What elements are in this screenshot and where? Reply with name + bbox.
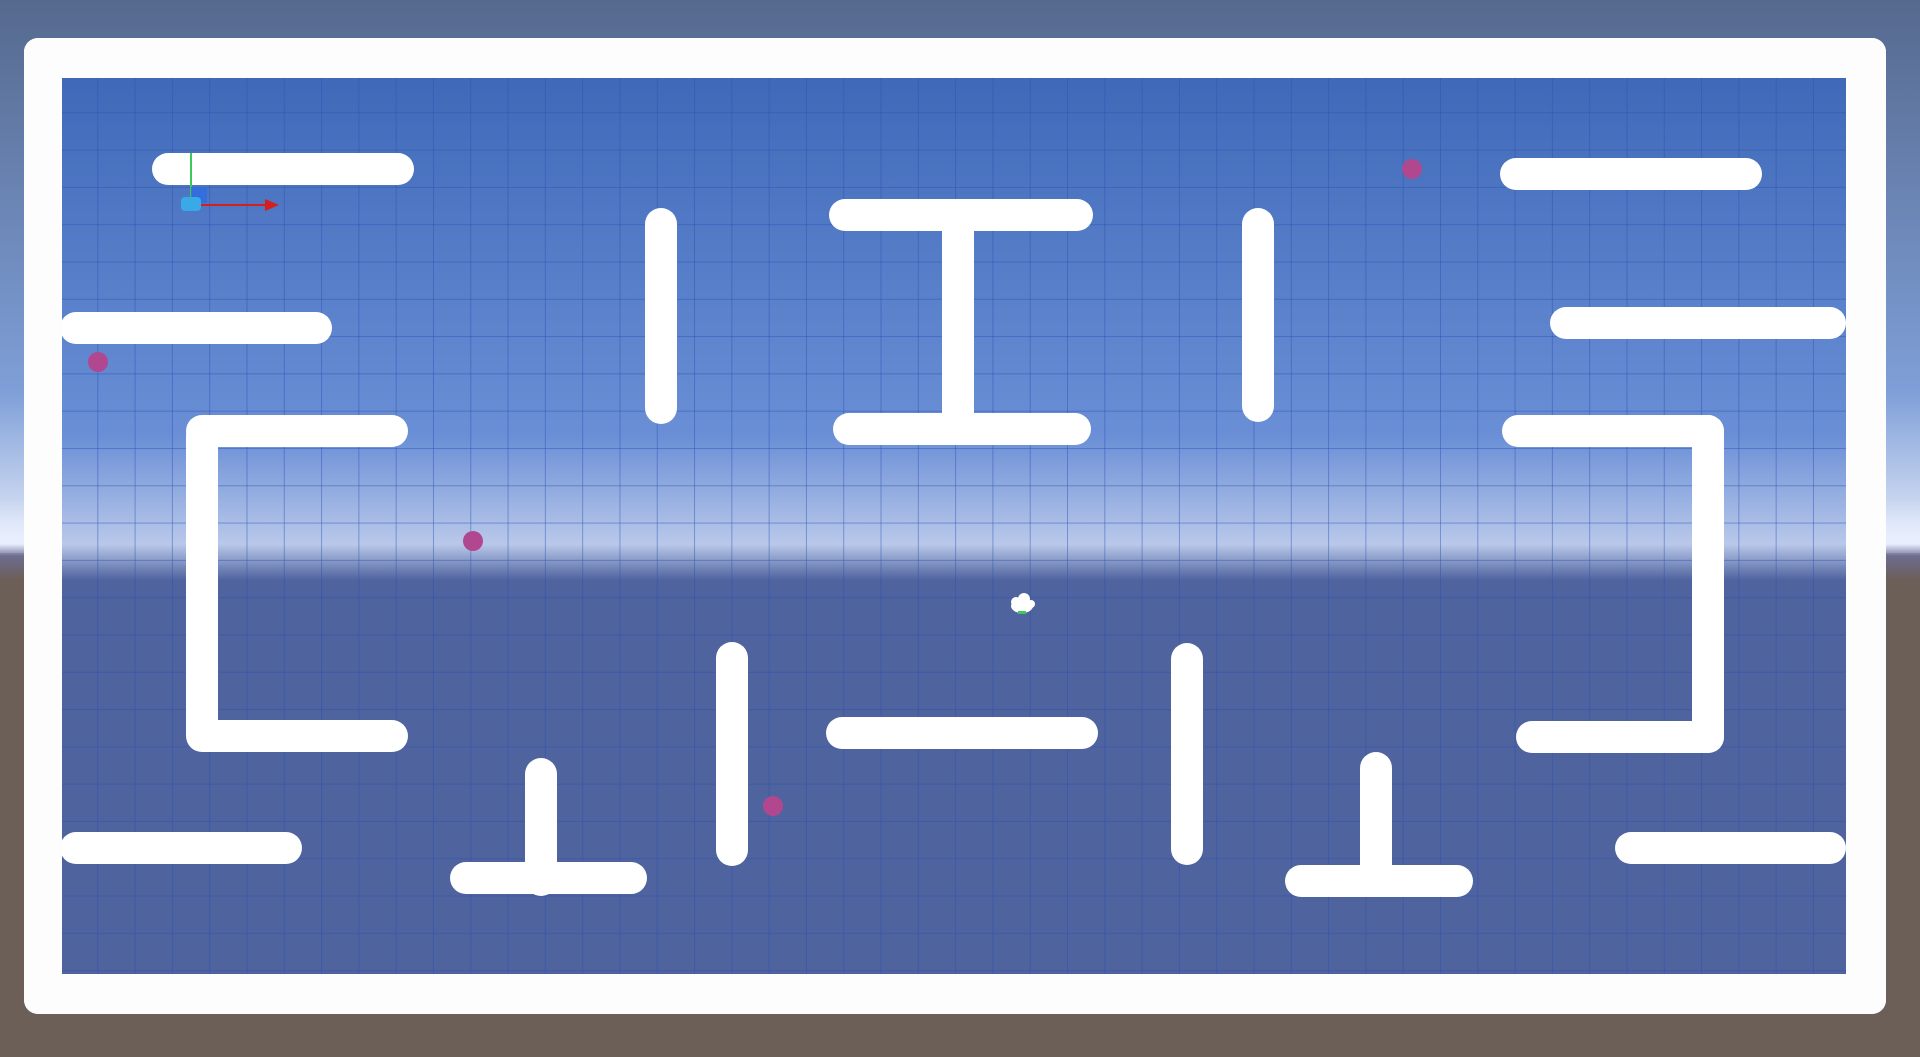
wall-left-bracket-vertical[interactable] — [186, 420, 218, 750]
player-icon — [1011, 593, 1035, 614]
border-right[interactable] — [1846, 38, 1886, 1014]
wall-top-left-bar[interactable] — [152, 153, 414, 185]
game-view[interactable] — [60, 75, 1846, 977]
pellet-1[interactable] — [88, 352, 108, 372]
border-bottom[interactable] — [24, 974, 1886, 1014]
wall-vertical-bar-4[interactable] — [1171, 643, 1203, 865]
wall-left-bracket-top[interactable] — [186, 415, 408, 447]
wall-right-bracket-bottom[interactable] — [1516, 721, 1724, 753]
wall-t-right-base[interactable] — [1285, 865, 1473, 897]
wall-t-left-base[interactable] — [450, 862, 647, 894]
pellet-4[interactable] — [1402, 159, 1422, 179]
wall-left-bracket-bottom[interactable] — [186, 720, 408, 752]
pellet-2[interactable] — [463, 531, 483, 551]
wall-right-lower-bar[interactable] — [1615, 832, 1846, 864]
gizmo-origin-handle — [181, 197, 201, 211]
wall-right-upper-bar[interactable] — [1550, 307, 1846, 339]
wall-left-lower-bar[interactable] — [60, 832, 302, 864]
wall-center-vertical[interactable] — [942, 199, 974, 429]
wall-center-lower-bar[interactable] — [826, 717, 1098, 749]
border-top[interactable] — [24, 38, 1886, 78]
wall-left-upper-bar[interactable] — [60, 312, 332, 344]
border-left[interactable] — [24, 38, 62, 1014]
transform-gizmo[interactable] — [175, 153, 285, 223]
wall-vertical-bar-1[interactable] — [645, 208, 677, 424]
wall-center-bottom-h[interactable] — [833, 413, 1091, 445]
wall-right-top-bar[interactable] — [1500, 158, 1762, 190]
pellet-3[interactable] — [763, 796, 783, 816]
wall-vertical-bar-2[interactable] — [716, 642, 748, 866]
wall-right-bracket-vertical[interactable] — [1692, 415, 1724, 753]
player-character[interactable] — [1006, 591, 1038, 617]
wall-right-bracket-top[interactable] — [1502, 415, 1724, 447]
gizmo-x-arrow — [265, 199, 279, 211]
wall-vertical-bar-3[interactable] — [1242, 208, 1274, 422]
